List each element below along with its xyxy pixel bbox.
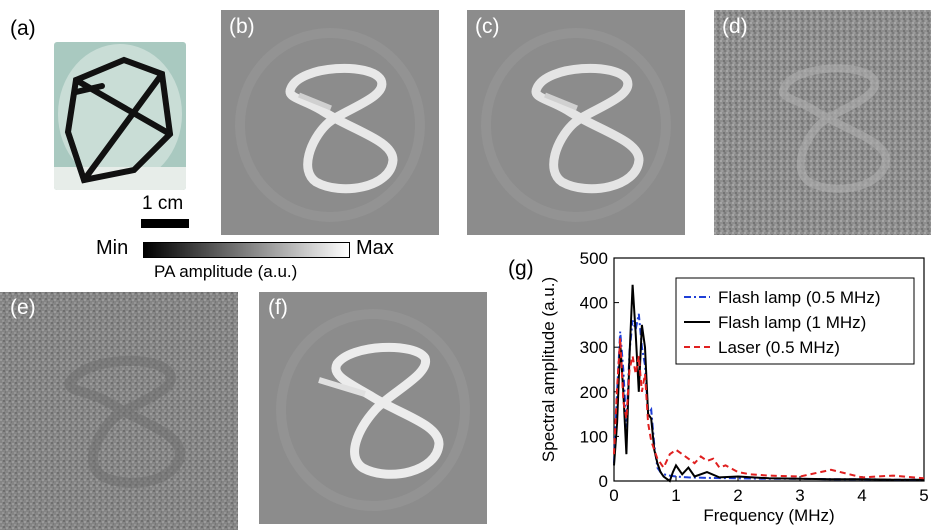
x-tick-label: 5 — [919, 486, 928, 505]
x-tick-label: 3 — [795, 486, 804, 505]
pa-image-f — [259, 292, 487, 524]
colorbar-min-label: Min — [96, 237, 129, 259]
x-tick-label: 4 — [857, 486, 866, 505]
x-tick-label: 1 — [671, 486, 680, 505]
panel-label-g: (g) — [508, 257, 534, 280]
legend-entry-0: Flash lamp (0.5 MHz) — [718, 288, 880, 307]
pa-image-b — [221, 10, 439, 235]
panel-label-a: (a) — [10, 17, 36, 40]
panel-label-c: (c) — [475, 15, 500, 38]
y-tick-label: 100 — [580, 427, 608, 446]
y-axis-label: Spectral amplitude (a.u.) — [539, 277, 558, 462]
scale-bar — [141, 219, 189, 228]
panel-label-d: (d) — [722, 15, 748, 38]
pa-image-c — [467, 10, 685, 235]
series-line-1 — [613, 284, 924, 483]
panel-label-b: (b) — [229, 15, 255, 38]
phantom-photo — [54, 42, 186, 190]
y-tick-label: 500 — [580, 250, 608, 268]
plot-frame — [613, 257, 925, 482]
series-line-2 — [613, 338, 925, 480]
x-axis-label: Frequency (MHz) — [703, 506, 834, 525]
x-tick-label: 2 — [733, 486, 742, 505]
spectrum-chart: 0 1 2 3 4 5 0 100 200 300 400 500 Frequency (MHz) Spe… — [539, 250, 929, 525]
panel-label-f: (f) — [268, 296, 288, 319]
colorbar — [143, 242, 350, 258]
legend-entry-1: Flash lamp (1 MHz) — [718, 313, 866, 332]
y-tick-label: 200 — [580, 383, 608, 402]
legend-box — [675, 277, 915, 365]
x-tick-label: 0 — [609, 486, 618, 505]
scale-bar-label: 1 cm — [142, 193, 184, 214]
colorbar-max-label: Max — [356, 237, 394, 259]
y-tick-label: 300 — [580, 338, 608, 357]
legend-entry-2: Laser (0.5 MHz) — [718, 338, 840, 357]
panel-label-e: (e) — [10, 296, 36, 319]
y-tick-label: 0 — [599, 472, 608, 491]
pa-image-e — [0, 292, 238, 530]
pa-image-d — [714, 10, 931, 235]
y-tick-label: 400 — [580, 294, 608, 313]
colorbar-title: PA amplitude (a.u.) — [154, 262, 298, 281]
